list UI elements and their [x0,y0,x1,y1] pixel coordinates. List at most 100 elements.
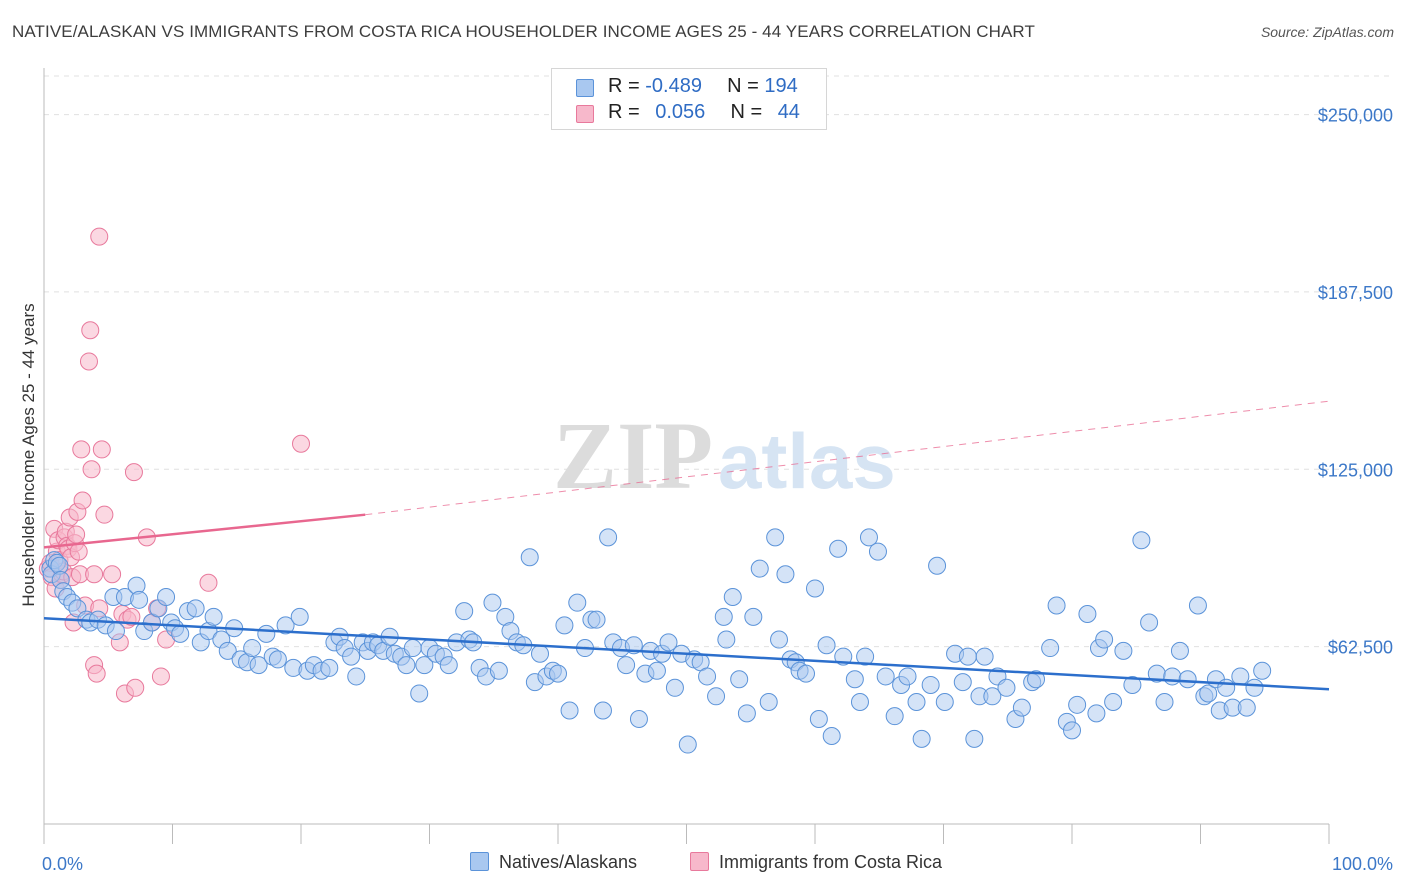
data-point-natives [707,687,726,706]
data-point-natives [797,664,816,683]
data-point-natives [766,528,785,547]
data-point-natives [560,701,579,720]
data-point-costa-rica [95,505,114,524]
y-tick-label: $62,500 [1328,638,1393,658]
legend-row-costa-rica: R = 0.056 N = 44 [552,101,828,127]
data-point-natives [1163,667,1182,686]
data-point-natives [806,579,824,598]
legend-n-label: N = [727,75,765,97]
data-point-natives [1063,721,1081,740]
data-point-costa-rica [72,440,91,459]
y-tick-label: $250,000 [1318,106,1393,126]
data-point-natives [714,607,733,626]
data-point-natives [953,673,972,692]
data-point-natives [647,661,666,680]
data-point-natives [935,692,954,711]
data-point-natives [1104,692,1123,711]
legend-swatch-costa-rica [576,105,594,123]
legend-r-label: R = [608,101,646,123]
data-point-costa-rica [103,565,122,584]
data-point-natives [342,647,361,666]
data-point-natives [829,539,848,558]
x-tick-label: 100.0% [1332,854,1393,874]
legend-r-value: 0.056 [655,101,706,123]
data-point-natives [249,656,268,675]
data-point-natives [549,664,567,683]
data-point-natives [898,667,917,686]
data-point-natives [965,729,984,748]
data-point-natives [593,701,612,720]
data-point-natives [1041,639,1060,658]
legend-label-costa-rica: Immigrants from Costa Rica [719,852,943,872]
data-point-natives [320,658,339,677]
data-point-natives [218,641,237,660]
y-tick-label: $187,500 [1318,283,1393,303]
trend-line-costa-rica-extension [365,400,1330,516]
data-point-natives [257,624,276,643]
data-point-natives [856,647,875,666]
data-point-natives [520,548,539,567]
data-point-natives [1217,678,1236,697]
data-point-natives [403,639,422,658]
legend-item-costa-rica: Immigrants from Costa Rica [690,852,942,873]
data-point-natives [243,639,262,658]
legend-swatch-costa-rica [690,852,709,871]
data-point-costa-rica [126,678,145,697]
trend-line-costa-rica [43,513,366,549]
data-point-natives [1170,641,1189,660]
data-point-natives [975,647,994,666]
data-point-natives [868,542,887,561]
legend-stats: R = -0.489 N = 194 R = 0.056 N = 44 [551,68,827,130]
data-point-natives [587,610,606,629]
data-point-natives [750,559,769,578]
data-point-natives [744,607,763,626]
legend-r-label: R = [608,75,646,97]
legend-r-value: -0.489 [645,75,702,97]
data-point-natives [397,656,416,675]
data-point-natives [659,633,678,652]
data-point-natives [912,729,931,748]
data-point-natives [678,735,697,754]
data-point-natives [958,647,977,666]
data-point-natives [204,607,223,626]
trend-lines [43,400,1330,691]
data-point-costa-rica [82,460,101,479]
legend-swatch-natives [470,852,489,871]
data-point-costa-rica [87,664,106,683]
data-point-natives [1078,605,1097,624]
data-point-costa-rica [73,491,92,510]
data-point-natives [347,667,366,686]
data-point-natives [1245,678,1264,697]
data-point-natives [415,656,434,675]
data-point-natives [809,710,828,729]
legend-swatch-natives [576,79,594,97]
data-point-costa-rica [292,434,310,453]
legend-label-natives: Natives/Alaskans [499,852,638,872]
data-point-natives [1237,698,1256,717]
data-point-natives [1047,596,1066,615]
data-point-natives [186,599,205,618]
data-point-natives [1140,613,1159,632]
data-point-natives [1178,670,1197,689]
data-point-natives [1068,695,1087,714]
data-point-natives [1188,596,1207,615]
watermark-atlas: atlas [718,417,896,505]
data-point-natives [171,624,190,643]
data-point-costa-rica [67,525,86,544]
data-point-natives [276,616,295,635]
legend-n-value: 44 [777,101,800,123]
data-point-natives [489,661,508,680]
data-point-natives [1087,704,1106,723]
data-point-natives [483,593,502,612]
data-point-natives [737,704,756,723]
series-natives-points [41,528,1272,754]
data-point-natives [1027,670,1046,689]
data-point-costa-rica [199,573,218,592]
data-point-natives [759,692,778,711]
data-point-costa-rica [124,463,143,482]
data-point-natives [817,636,836,655]
data-point-natives [907,692,926,711]
data-point-natives [599,528,618,547]
data-point-natives [1231,667,1250,686]
